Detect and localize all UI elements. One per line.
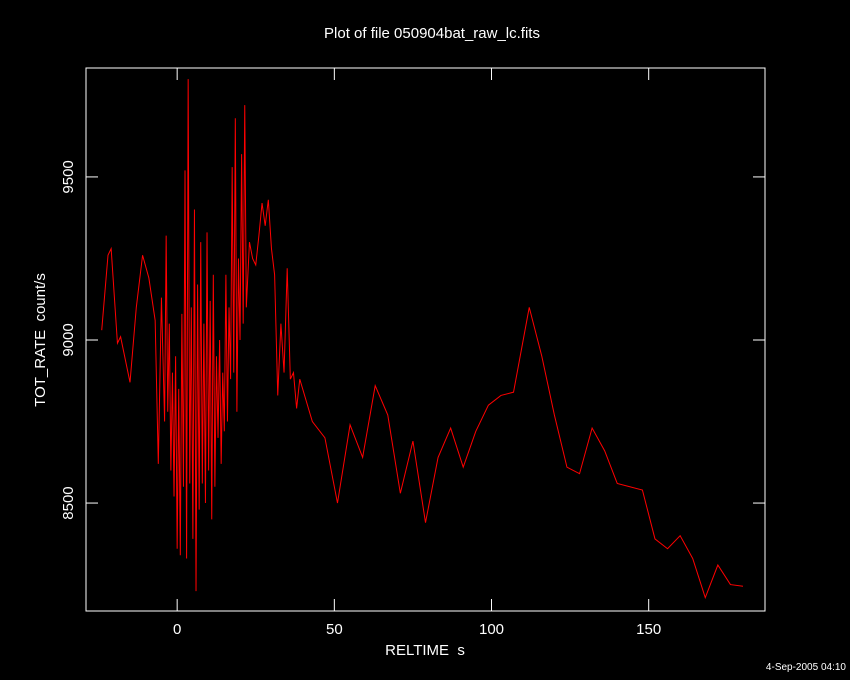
y-axis-label: TOT_RATE count/s <box>32 273 49 407</box>
x-tick-label: 100 <box>479 621 504 638</box>
y-tick-label: 9000 <box>60 323 77 356</box>
x-tick-label: 50 <box>326 621 343 638</box>
footer: 4-Sep-2005 04:10 <box>766 662 847 673</box>
x-tick-label: 0 <box>173 621 181 638</box>
chart-title: Plot of file 050904bat_raw_lc.fits <box>324 25 540 42</box>
x-tick-label: 150 <box>636 621 661 638</box>
x-axis-label: RELTIME s <box>385 642 465 659</box>
data-line <box>101 79 744 600</box>
y-tick-label: 8500 <box>60 486 77 519</box>
y-tick-label: 9500 <box>60 160 77 193</box>
